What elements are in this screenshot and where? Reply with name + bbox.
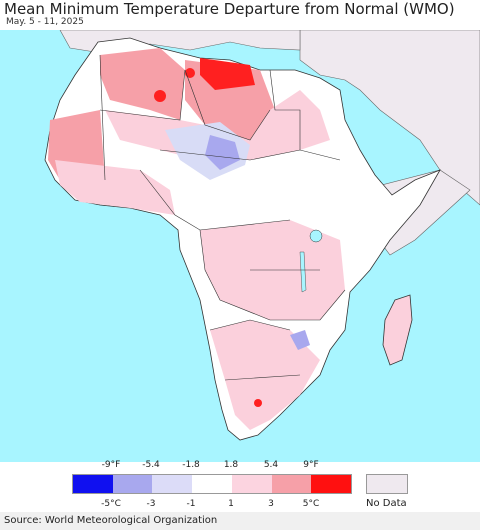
legend-bin-1 [112, 475, 153, 493]
legend-c-label-2: -1 [186, 499, 196, 509]
legend-bin-5 [271, 475, 312, 493]
cool-region-southern-interior [290, 330, 310, 350]
legend-bin-6 [311, 475, 352, 493]
legend-f-label-0: -9°F [101, 460, 121, 470]
legend-c-label-1: -3 [146, 499, 156, 509]
africa-temperature-map [0, 30, 480, 462]
lake-tanganyika [299, 251, 307, 293]
legend-c-label-0: -5°C [101, 499, 121, 509]
hot-spot-egypt-coast [185, 68, 195, 78]
legend-no-data-label: No Data [366, 498, 407, 509]
legend-f-label-2: -1.8 [182, 460, 200, 470]
legend-c-label-4: 3 [268, 499, 274, 509]
legend-f-label-3: 1.8 [223, 460, 239, 470]
legend-bin-0 [73, 475, 113, 493]
hot-spot-algeria [154, 90, 166, 102]
legend-c-label-5: 5°C [302, 499, 320, 509]
cool-region-chad-core [205, 135, 240, 170]
legend-bin-3 [192, 475, 232, 493]
source-credit: Source: World Meteorological Organizatio… [0, 512, 480, 530]
warm-region-algeria [100, 48, 185, 120]
legend-f-label-4: 5.4 [263, 460, 279, 470]
light-warm-sahel [105, 90, 330, 160]
legend-bin-4 [231, 475, 272, 493]
legend-bin-2 [152, 475, 193, 493]
lake-victoria [309, 229, 323, 243]
light-warm-west-africa [55, 160, 175, 215]
map-subtitle: May. 5 - 11, 2025 [6, 17, 84, 27]
warm-region-southern-africa [210, 320, 320, 430]
legend-f-label-1: -5.4 [142, 460, 160, 470]
legend-f-label-5: 9°F [303, 460, 319, 470]
legend-no-data-swatch [366, 474, 408, 494]
hot-spot-south-africa [254, 399, 262, 407]
legend-c-label-3: 1 [228, 499, 234, 509]
legend-color-bar [72, 474, 352, 494]
country-borders [99, 54, 346, 381]
map-title: Mean Minimum Temperature Departure from … [4, 0, 455, 18]
no-data-region-middle-east [299, 30, 480, 206]
hot-region-libya-coast [200, 58, 255, 90]
madagascar [382, 294, 413, 366]
